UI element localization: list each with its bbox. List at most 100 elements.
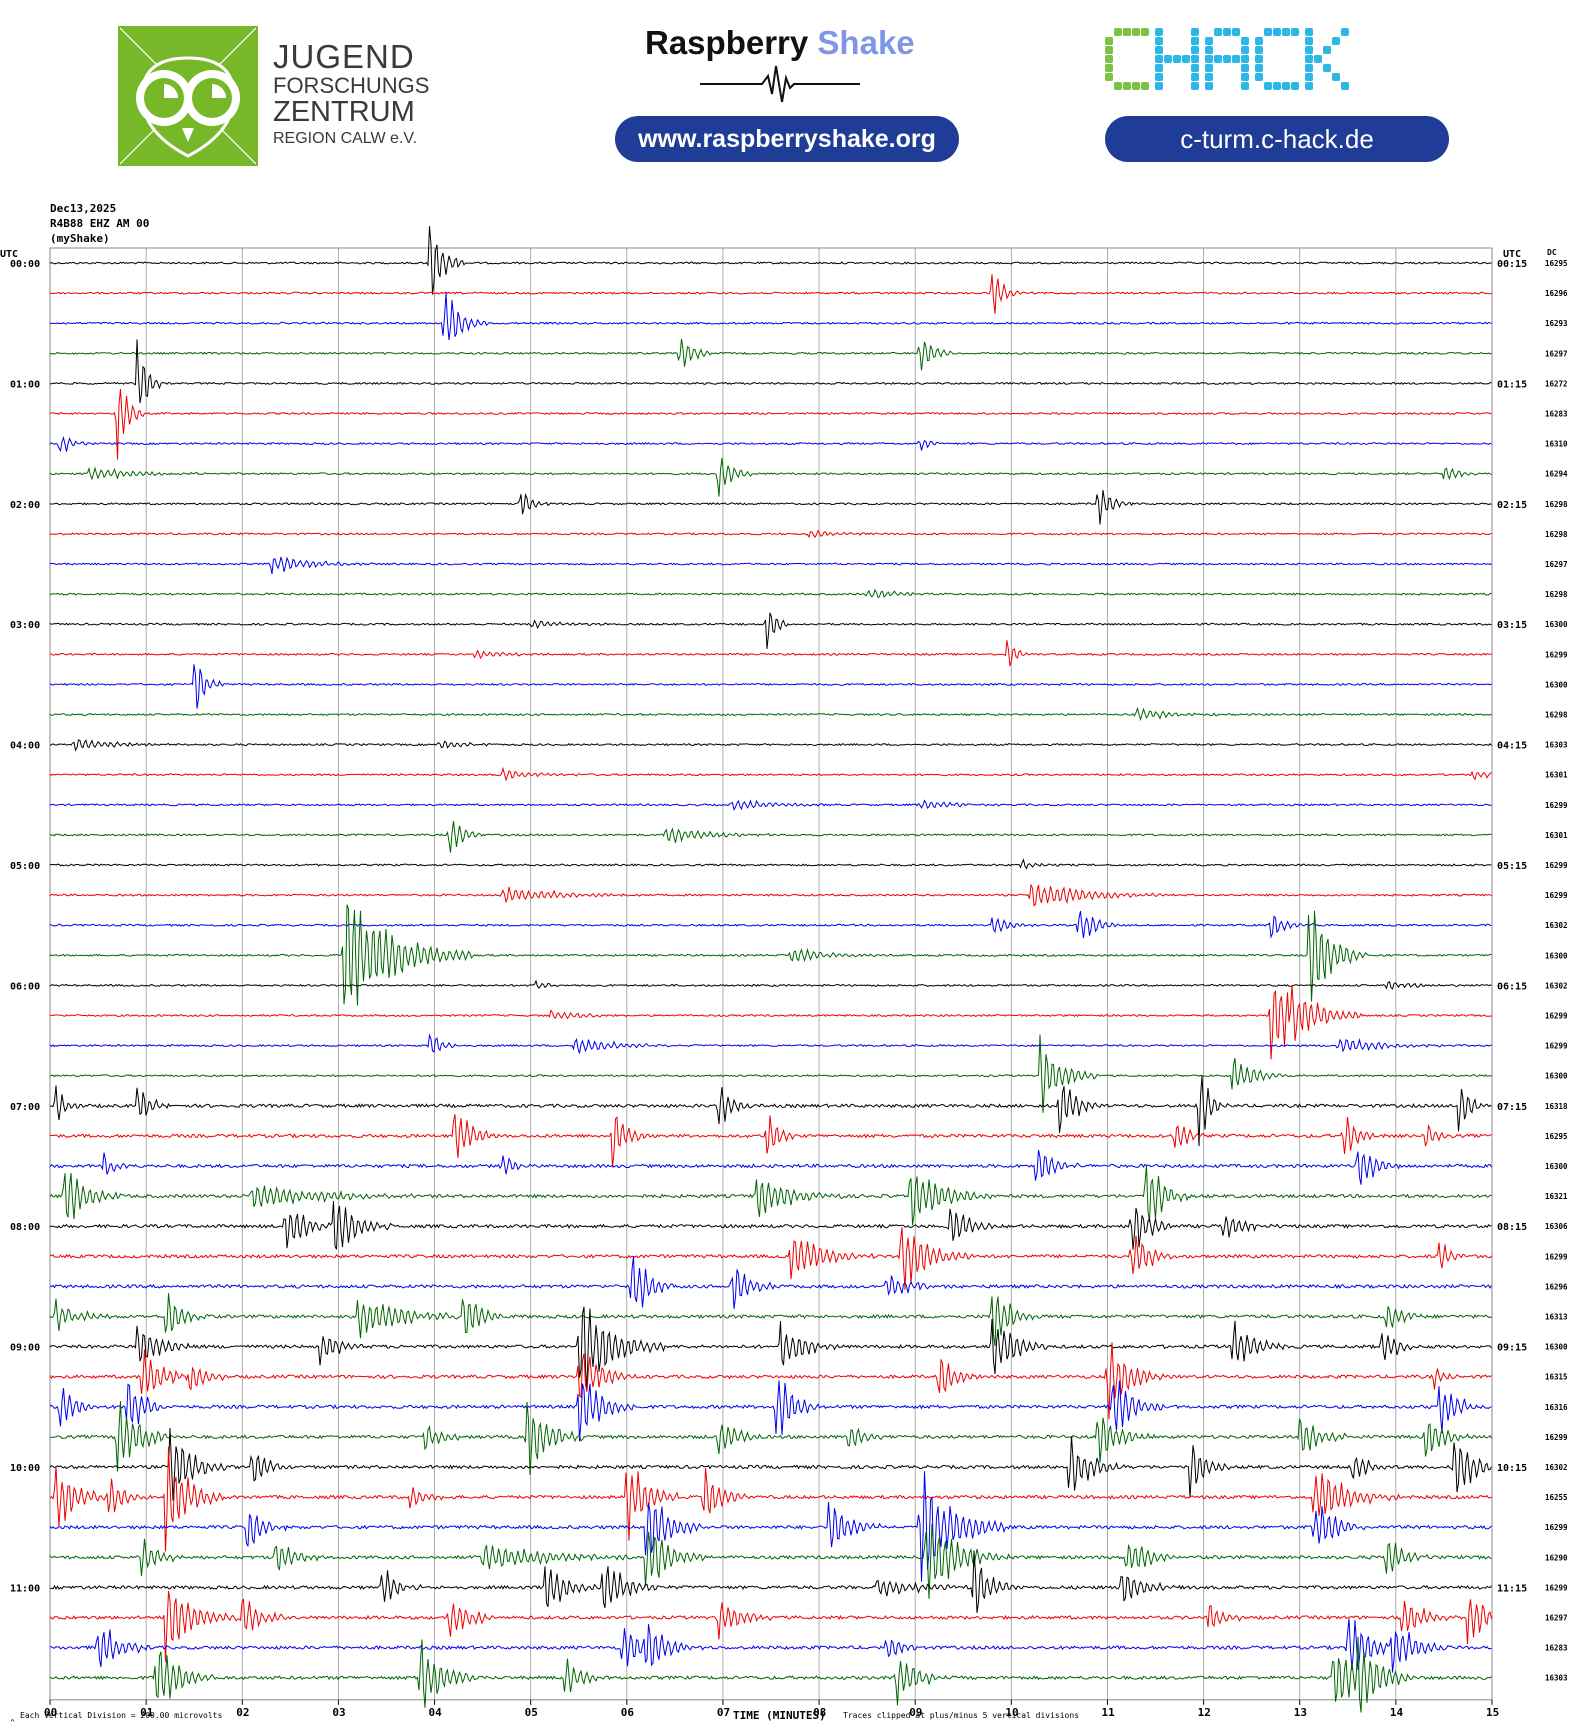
dc-offset-value: 16299 bbox=[1545, 801, 1568, 810]
hour-label-left: 05:00 bbox=[10, 861, 40, 872]
utc-label-right: UTC bbox=[1503, 249, 1521, 260]
dc-offset-value: 16297 bbox=[1545, 1614, 1568, 1623]
hour-label-left: 01:00 bbox=[10, 379, 40, 390]
dc-offset-value: 16297 bbox=[1545, 560, 1568, 569]
dc-offset-value: 16283 bbox=[1545, 410, 1568, 419]
corner-mark: ^ bbox=[10, 1718, 15, 1727]
x-tick-label: 14 bbox=[1390, 1706, 1404, 1719]
dc-offset-value: 16301 bbox=[1545, 771, 1568, 780]
chack-url-link[interactable]: c-turm.c-hack.de bbox=[1105, 116, 1449, 162]
dc-offset-value: 16298 bbox=[1545, 500, 1568, 509]
hour-label-left: 00:00 bbox=[10, 259, 40, 270]
x-tick-label: 00 bbox=[44, 1706, 57, 1719]
trace-row bbox=[49, 799, 1492, 811]
hour-label-left: 10:00 bbox=[10, 1463, 40, 1474]
hour-label-left: 06:00 bbox=[10, 981, 40, 992]
dc-offset-value: 16299 bbox=[1545, 891, 1568, 900]
dc-offset-value: 16299 bbox=[1545, 650, 1568, 659]
row-labels: 00:00 01:00 02:00 03:00 04:00 05:00 06:00 07:00… bbox=[10, 259, 1568, 1683]
clip-note: Traces clipped at plus/minus 5 vertical … bbox=[843, 1711, 1079, 1720]
dc-offset-value: 16300 bbox=[1545, 1162, 1568, 1171]
trace-row bbox=[49, 435, 1492, 452]
dc-offset-value: 16290 bbox=[1545, 1553, 1568, 1562]
chack-logo: c-turm.c-hack.de bbox=[1105, 28, 1455, 174]
hour-label-left: 11:00 bbox=[10, 1583, 40, 1594]
trace-row bbox=[49, 588, 1492, 599]
trace-row bbox=[49, 1401, 1492, 1475]
dc-offset-value: 16299 bbox=[1545, 861, 1568, 870]
trace-row bbox=[49, 388, 1492, 460]
trace-row bbox=[49, 1149, 1492, 1185]
hour-label-right: 10:15 bbox=[1497, 1463, 1527, 1474]
seismic-traces bbox=[49, 226, 1492, 1713]
dc-offset-value: 16300 bbox=[1545, 1072, 1568, 1081]
plot-frame bbox=[49, 247, 1493, 1701]
dc-offset-value: 16299 bbox=[1545, 1042, 1568, 1051]
trace-row bbox=[49, 1636, 1492, 1713]
plot-grid bbox=[49, 247, 1493, 1701]
dc-offset-value: 16294 bbox=[1545, 470, 1568, 479]
hour-label-left: 04:00 bbox=[10, 741, 40, 752]
x-tick-label: 08 bbox=[813, 1706, 826, 1719]
hour-label-right: 01:15 bbox=[1497, 379, 1527, 390]
x-tick-label: 10 bbox=[1005, 1706, 1018, 1719]
trace-row bbox=[49, 1034, 1492, 1113]
trace-row bbox=[49, 226, 1492, 295]
hour-label-right: 00:15 bbox=[1497, 259, 1527, 270]
dc-offset-value: 16298 bbox=[1545, 711, 1568, 720]
record-date: Dec13,2025 bbox=[50, 202, 116, 215]
dc-offset-value: 16300 bbox=[1545, 1343, 1568, 1352]
dc-offset-value: 16299 bbox=[1545, 1012, 1568, 1021]
hour-label-left: 03:00 bbox=[10, 620, 40, 631]
division-note: Each Vertical Division = 200.00 microvol… bbox=[20, 1711, 222, 1720]
trace-row bbox=[49, 612, 1492, 649]
owl-icon bbox=[118, 26, 258, 166]
hour-label-right: 02:15 bbox=[1497, 500, 1527, 511]
dc-offset-value: 16313 bbox=[1545, 1313, 1568, 1322]
dc-offset-value: 16297 bbox=[1545, 349, 1568, 358]
x-tick-label: 03 bbox=[332, 1706, 345, 1719]
trace-row bbox=[49, 1618, 1492, 1673]
dc-offset-value: 16293 bbox=[1545, 319, 1568, 328]
trace-row bbox=[49, 274, 1492, 314]
trace-row bbox=[49, 1201, 1492, 1250]
hour-label-right: 09:15 bbox=[1497, 1343, 1527, 1354]
trace-row bbox=[49, 490, 1492, 525]
dc-label: DC bbox=[1547, 248, 1557, 257]
dc-offset-value: 16299 bbox=[1545, 1433, 1568, 1442]
hour-label-left: 07:00 bbox=[10, 1102, 40, 1113]
dc-offset-value: 16299 bbox=[1545, 1252, 1568, 1261]
raspberryshake-url-link[interactable]: www.raspberryshake.org bbox=[615, 116, 959, 162]
trace-row bbox=[49, 339, 1492, 404]
dc-offset-value: 16316 bbox=[1545, 1403, 1568, 1412]
hour-label-left: 09:00 bbox=[10, 1343, 40, 1354]
trace-row bbox=[49, 910, 1492, 939]
trace-row bbox=[50, 1114, 1492, 1168]
dc-offset-value: 16303 bbox=[1545, 741, 1568, 750]
jfz-line-4: REGION CALW e.V. bbox=[273, 130, 418, 147]
data-source: (myShake) bbox=[50, 232, 110, 245]
hour-label-left: 08:00 bbox=[10, 1222, 40, 1233]
hour-label-right: 05:15 bbox=[1497, 861, 1527, 872]
trace-row bbox=[49, 1446, 1492, 1552]
dc-offset-value: 16303 bbox=[1545, 1674, 1568, 1683]
x-tick-label: 07 bbox=[717, 1706, 730, 1719]
trace-row bbox=[49, 766, 1492, 782]
jfz-line-1: JUGEND bbox=[273, 38, 415, 75]
banner: JUGEND FORSCHUNGS ZENTRUM REGION CALW e.… bbox=[0, 0, 1570, 200]
dc-offset-value: 16306 bbox=[1545, 1222, 1568, 1231]
dc-offset-value: 16298 bbox=[1545, 530, 1568, 539]
trace-row bbox=[49, 1227, 1492, 1290]
hour-label-right: 04:15 bbox=[1497, 741, 1527, 752]
dc-offset-value: 16300 bbox=[1545, 951, 1568, 960]
seismic-wave-icon bbox=[700, 65, 860, 103]
station-code: R4B88 EHZ AM 00 bbox=[50, 217, 149, 230]
x-axis-ticks: 00 01 02 03 04 05 06 07 08 09 10 11 12 13 14 15 bbox=[44, 1699, 1499, 1719]
trace-row bbox=[49, 664, 1492, 709]
x-tick-label: 06 bbox=[621, 1706, 635, 1719]
dc-offset-value: 16318 bbox=[1545, 1102, 1568, 1111]
chack-logo-icon bbox=[1105, 28, 1349, 90]
utc-label-left: UTC bbox=[0, 249, 18, 260]
trace-row bbox=[49, 1550, 1492, 1613]
dc-offset-value: 16302 bbox=[1545, 921, 1568, 930]
